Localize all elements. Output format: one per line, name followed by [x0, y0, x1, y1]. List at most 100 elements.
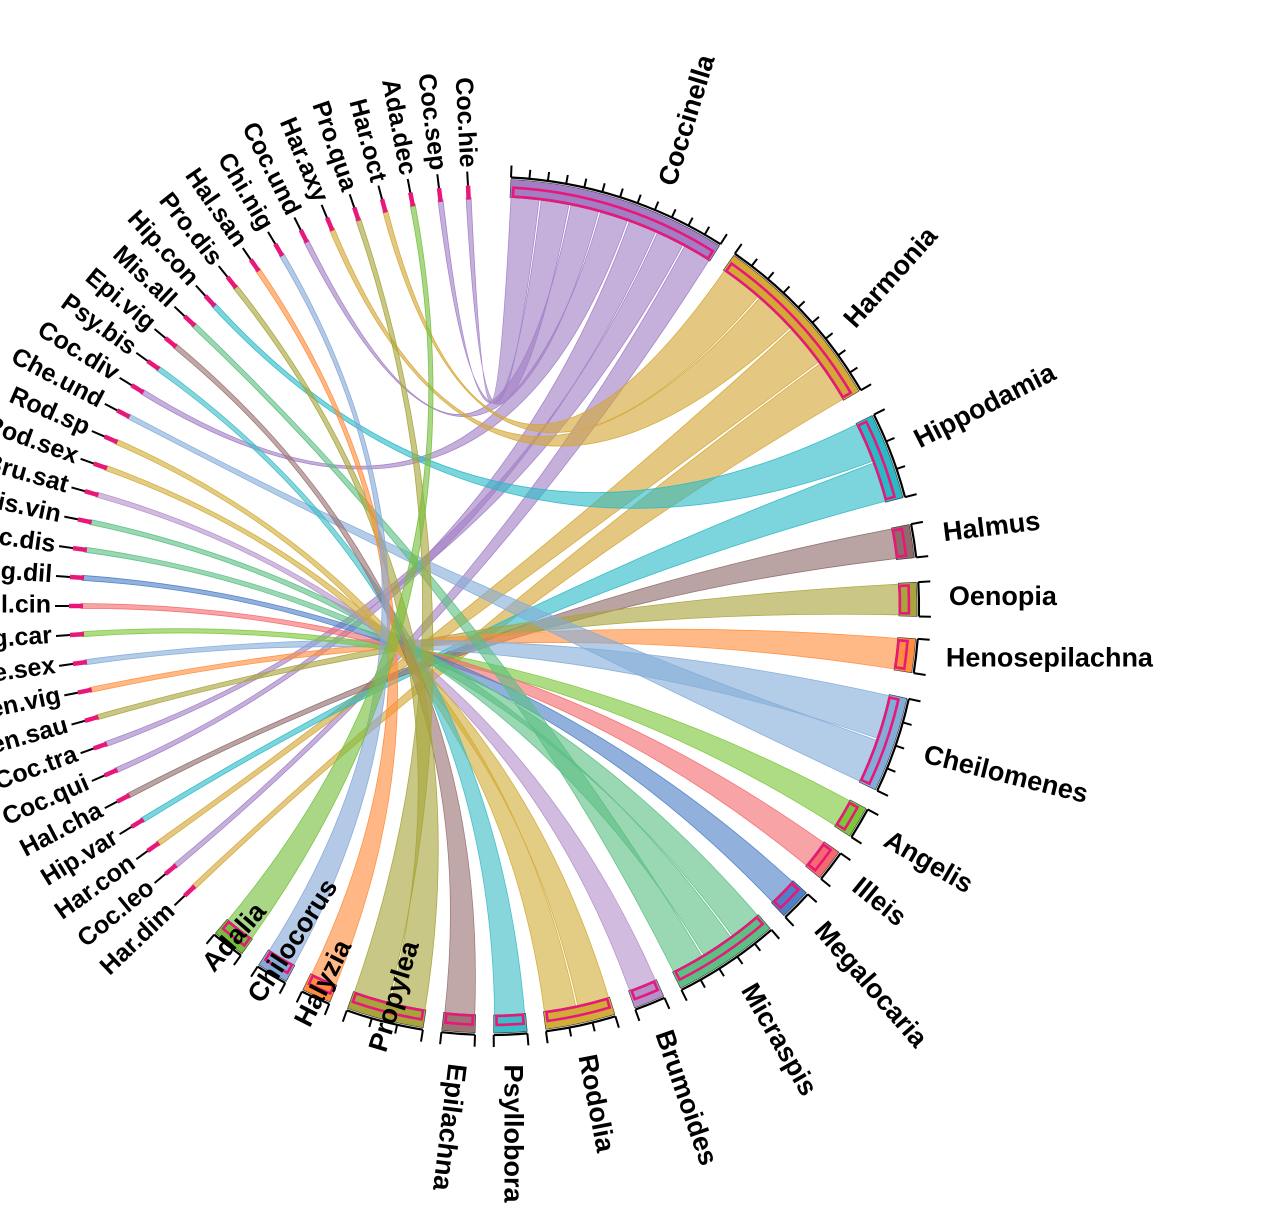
- tick-propylea: [420, 1029, 424, 1042]
- chord-brumoides-bru-sat: [95, 491, 656, 992]
- species-marker-coc-und: [298, 228, 310, 244]
- tick-micraspis: [718, 968, 725, 977]
- genus-label-micraspis: Micraspis: [735, 978, 823, 1101]
- tick-epilachna: [439, 1032, 443, 1045]
- tick-megalocaria: [784, 916, 795, 927]
- species-tick-oen-sau: [71, 719, 86, 726]
- species-tick-coc-sep: [436, 174, 440, 189]
- arc-highlight-hippodamia: [856, 419, 897, 501]
- chord-psyllobora-psy-bis: [155, 365, 526, 1016]
- tick-chilocorus: [250, 966, 259, 978]
- species-marker-ang-car: [69, 631, 85, 638]
- tick-coccinella: [619, 188, 624, 198]
- tick-harmonia: [797, 300, 806, 309]
- tick-harmonia: [849, 366, 858, 374]
- tick-rodolia: [568, 1027, 573, 1037]
- tick-coccinella: [703, 226, 711, 236]
- genus-label-illeis: Illeis: [847, 871, 913, 932]
- species-marker-oen-sau: [84, 714, 100, 723]
- arc-highlight-megalocaria: [772, 881, 801, 910]
- tick-hippodamia: [896, 465, 906, 470]
- arc-highlight-halmus: [891, 527, 908, 559]
- species-marker-epi-vig: [163, 336, 178, 349]
- species-marker-che-sex: [72, 659, 88, 667]
- axis-propylea: [346, 1009, 424, 1031]
- tick-coccinella: [601, 183, 606, 193]
- species-marker-coc-tra: [93, 741, 108, 751]
- species-marker-hip-var: [130, 817, 145, 829]
- genus-label-cheilomenes: Cheilomenes: [921, 739, 1091, 809]
- arc-highlight-micraspis: [673, 915, 765, 982]
- chord-harmonia-har-axy: [328, 227, 791, 447]
- species-tick-ada-dec: [406, 178, 412, 193]
- species-marker-mis-all: [183, 314, 197, 328]
- tick-coccinella: [528, 169, 532, 179]
- tick-adalia: [233, 954, 242, 966]
- chord-micraspis-mis-all: [191, 322, 703, 973]
- tick-halyzia: [323, 1003, 331, 1016]
- arc-highlight-oenopia: [898, 584, 911, 615]
- species-marker-che-und: [116, 408, 131, 419]
- species-marker-rod-sp: [103, 434, 119, 445]
- genus-label-epilachna: Epilachna: [427, 1062, 472, 1193]
- species-tick-epi-vig: [153, 328, 167, 339]
- species-tick-psy-bis: [135, 351, 149, 362]
- chord-hippodamia-hip-var: [139, 462, 886, 824]
- chord-rodolia-rod-sp: [114, 438, 577, 1012]
- tick-chilocorus: [278, 982, 287, 995]
- arc-highlight-psyllobora: [495, 1013, 525, 1027]
- tick-harmonia: [733, 243, 743, 255]
- tick-coccinella: [719, 233, 728, 245]
- tick-micraspis: [753, 942, 762, 952]
- species-label-ang-car: Ang.car: [0, 621, 53, 655]
- species-marker-mis-vin: [77, 517, 93, 525]
- chord-angelis-ang-car: [81, 628, 851, 827]
- species-tick-pro-dis: [217, 265, 229, 278]
- tick-coccinella: [653, 201, 660, 211]
- tick-brumoides: [663, 997, 671, 1010]
- species-tick-pro-qua: [348, 193, 356, 208]
- chord-propylea-pro-qua: [353, 217, 434, 1003]
- chords-layer: [80, 196, 900, 1016]
- axis-angelis: [850, 808, 869, 838]
- tick-hippodamia: [873, 408, 886, 416]
- chord-hippodamia-hip-con: [211, 302, 874, 509]
- species-marker-har-con: [146, 841, 161, 853]
- species-tick-har-dim: [173, 895, 186, 907]
- tick-coccinella: [636, 194, 642, 204]
- chord-harmonia-har-con: [155, 328, 819, 847]
- species-tick-rod-sex: [80, 457, 95, 465]
- tick-cheilomenes: [895, 744, 905, 750]
- tick-halmus: [910, 520, 924, 526]
- tick-coccinella: [687, 217, 694, 227]
- genus-label-brumoides: Brumoides: [649, 1026, 723, 1169]
- chord-oenopia-oen-sau: [95, 583, 900, 721]
- chord-cheilomenes-che-und: [126, 413, 877, 782]
- species-tick-che-und: [104, 403, 118, 412]
- species-tick-meg-dil: [55, 575, 71, 578]
- tick-megalocaria: [807, 893, 818, 903]
- arc-highlight-illeis: [806, 842, 833, 873]
- tick-cheilomenes: [876, 789, 889, 797]
- species-tick-coc-div: [119, 376, 133, 387]
- tick-coccinella: [565, 174, 569, 184]
- species-marker-meg-dil: [69, 574, 85, 581]
- tick-illeis: [820, 878, 831, 888]
- species-tick-chi-nig: [267, 231, 277, 245]
- genus-label-harmonia: Harmonia: [838, 220, 944, 333]
- tick-propylea: [341, 1010, 348, 1023]
- species-tick-coc-und: [293, 217, 302, 231]
- axis-oenopia: [917, 582, 921, 617]
- species-tick-coc-leo: [153, 873, 167, 884]
- arc-highlight-henosepilachna: [893, 638, 909, 671]
- tick-halmus: [916, 555, 929, 559]
- species-label-coc-hie: Coc.hie: [450, 77, 483, 169]
- tick-cheilomenes: [902, 721, 912, 726]
- species-tick-hal-cha: [104, 800, 118, 809]
- axis-harmonia: [734, 252, 862, 391]
- species-marker-pro-qua: [352, 206, 361, 222]
- arc-highlight-angelis: [835, 801, 860, 832]
- species-tick-rod-sp: [91, 430, 106, 438]
- species-tick-har-axy: [320, 204, 328, 219]
- tick-coccinella: [546, 171, 551, 182]
